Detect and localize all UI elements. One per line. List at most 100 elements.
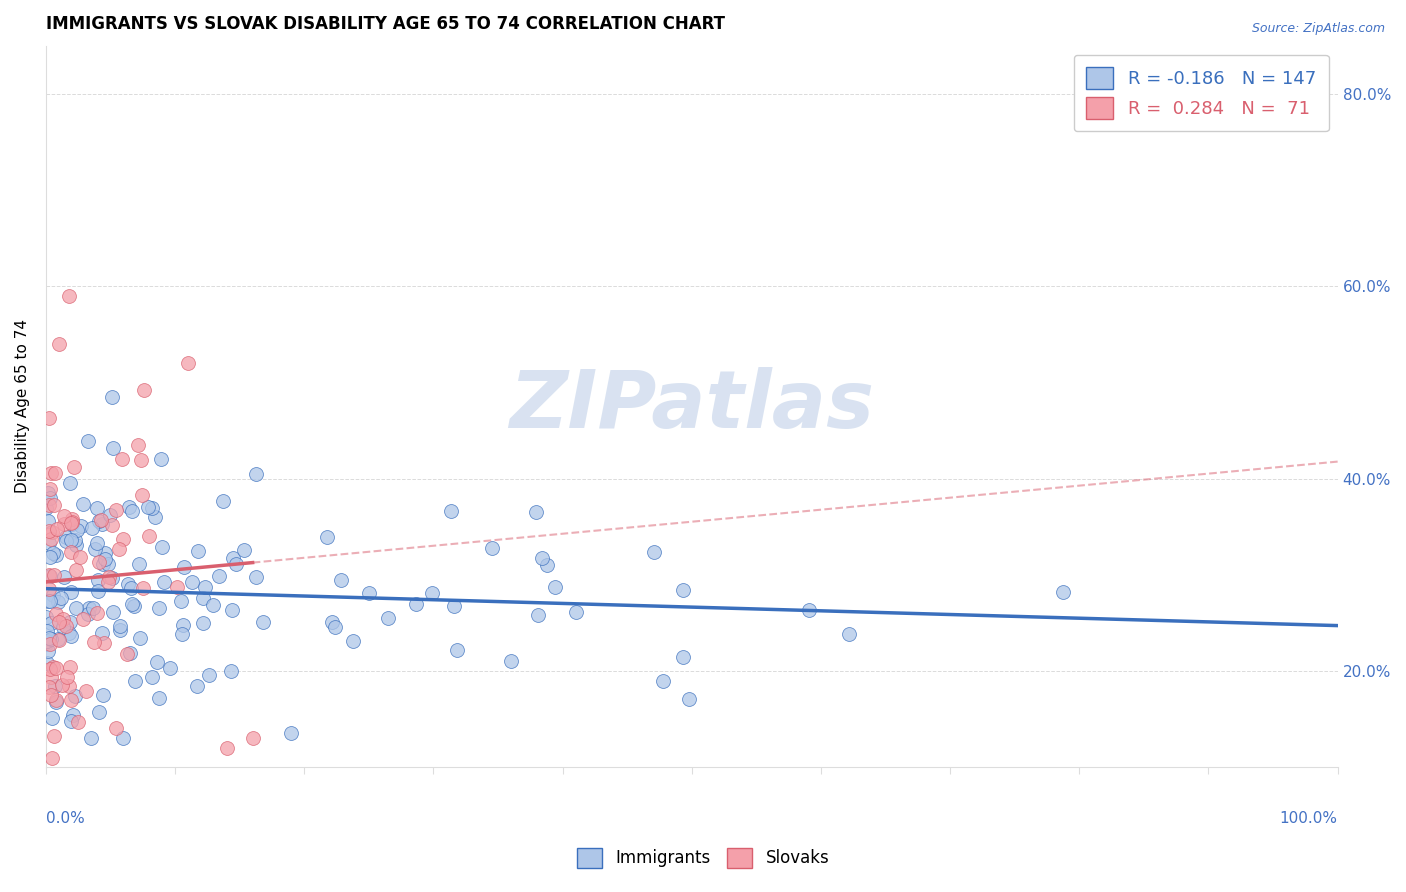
- Point: [565, 605, 588, 619]
- Point: [42, 568, 65, 582]
- Point: [93, 546, 115, 560]
- Point: [127, 438, 149, 452]
- Point: [35, 657, 58, 671]
- Point: [65, 538, 87, 552]
- Point: [87, 573, 110, 587]
- Point: [41, 711, 63, 725]
- Point: [672, 582, 695, 597]
- Point: [52, 516, 75, 531]
- Point: [104, 721, 127, 735]
- Point: [41, 750, 63, 764]
- Point: [177, 356, 200, 370]
- Point: [77, 434, 100, 448]
- Point: [46, 522, 69, 536]
- Point: [38, 410, 60, 425]
- Point: [52, 620, 75, 634]
- Y-axis label: Disability Age 65 to 74: Disability Age 65 to 74: [15, 319, 30, 493]
- Point: [59, 629, 82, 643]
- Point: [245, 467, 267, 481]
- Point: [59, 660, 82, 674]
- Point: [527, 608, 550, 623]
- Point: [148, 600, 170, 615]
- Point: [90, 517, 112, 532]
- Point: [44, 679, 66, 693]
- Point: [501, 654, 523, 668]
- Point: [39, 689, 62, 703]
- Point: [59, 533, 82, 547]
- Point: [198, 668, 221, 682]
- Point: [252, 615, 274, 629]
- Point: [150, 540, 173, 554]
- Point: [45, 695, 67, 709]
- Point: [98, 508, 121, 522]
- Point: [94, 552, 117, 566]
- Point: [39, 670, 62, 684]
- Point: [97, 575, 120, 590]
- Text: IMMIGRANTS VS SLOVAK DISABILITY AGE 65 TO 74 CORRELATION CHART: IMMIGRANTS VS SLOVAK DISABILITY AGE 65 T…: [46, 15, 725, 33]
- Point: [42, 729, 65, 743]
- Point: [221, 551, 243, 566]
- Point: [111, 532, 134, 546]
- Point: [84, 541, 107, 556]
- Point: [440, 504, 463, 518]
- Point: [86, 535, 108, 549]
- Point: [225, 557, 247, 571]
- Point: [90, 513, 112, 527]
- Point: [55, 619, 77, 633]
- Point: [35, 610, 58, 624]
- Point: [112, 731, 135, 746]
- Point: [56, 670, 79, 684]
- Point: [131, 488, 153, 502]
- Point: [221, 602, 243, 616]
- Point: [117, 647, 139, 661]
- Point: [80, 521, 103, 535]
- Point: [41, 632, 63, 646]
- Point: [83, 635, 105, 649]
- Point: [41, 524, 63, 539]
- Point: [48, 337, 70, 351]
- Point: [797, 603, 820, 617]
- Point: [38, 631, 60, 645]
- Point: [63, 460, 86, 475]
- Point: [101, 571, 124, 585]
- Point: [143, 509, 166, 524]
- Point: [146, 655, 169, 669]
- Point: [38, 568, 60, 582]
- Point: [104, 502, 127, 516]
- Point: [136, 500, 159, 515]
- Point: [678, 691, 700, 706]
- Point: [42, 546, 65, 560]
- Point: [82, 601, 104, 615]
- Point: [51, 678, 73, 692]
- Point: [193, 616, 215, 631]
- Point: [141, 500, 163, 515]
- Point: [122, 599, 145, 614]
- Point: [101, 517, 124, 532]
- Point: [41, 589, 63, 603]
- Text: 0.0%: 0.0%: [46, 811, 84, 826]
- Point: [193, 591, 215, 605]
- Point: [39, 616, 62, 631]
- Point: [357, 585, 380, 599]
- Point: [1052, 585, 1074, 599]
- Point: [321, 615, 343, 629]
- Point: [60, 692, 83, 706]
- Point: [187, 543, 209, 558]
- Legend: R = -0.186   N = 147, R =  0.284   N =  71: R = -0.186 N = 147, R = 0.284 N = 71: [1074, 54, 1329, 131]
- Point: [132, 581, 155, 595]
- Point: [245, 570, 267, 584]
- Point: [110, 452, 132, 467]
- Point: [69, 550, 91, 565]
- Point: [45, 607, 67, 621]
- Point: [536, 558, 558, 573]
- Point: [77, 601, 100, 615]
- Point: [87, 555, 110, 569]
- Point: [93, 636, 115, 650]
- Point: [39, 662, 62, 676]
- Point: [672, 649, 695, 664]
- Point: [643, 545, 665, 559]
- Point: [53, 570, 76, 584]
- Point: [37, 624, 59, 638]
- Point: [59, 475, 82, 490]
- Point: [39, 467, 62, 481]
